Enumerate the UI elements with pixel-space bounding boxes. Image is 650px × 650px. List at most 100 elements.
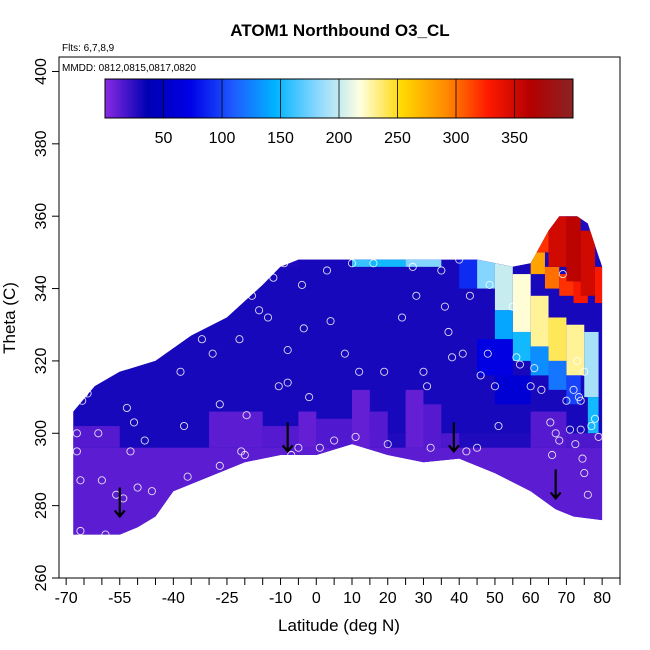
observation-point [580, 469, 589, 478]
observation-point [83, 389, 92, 398]
y-tick-label: 400 [33, 58, 50, 85]
x-axis-label: Latitude (deg N) [278, 616, 400, 635]
observation-point [283, 346, 292, 355]
observation-point [233, 280, 242, 289]
field-cell [352, 252, 370, 267]
observation-point [94, 429, 103, 438]
field-cell [530, 411, 567, 448]
observation-point [183, 472, 192, 481]
observation-point [422, 382, 432, 391]
field-cell [441, 230, 478, 260]
x-tick-label: 30 [415, 590, 433, 607]
observation-point [269, 273, 278, 282]
observation-point [283, 378, 292, 387]
x-axis: -70 -55 -40 -25 -10 0 10 20 30 40 50 60 70 80 [55, 577, 621, 607]
field-cell [73, 266, 299, 448]
observation-point [147, 487, 156, 496]
observation-point [448, 353, 457, 362]
field-cell [477, 227, 495, 253]
observation-point [240, 450, 249, 460]
observation-point [558, 270, 567, 279]
observation-point [462, 447, 471, 456]
field-cell [530, 295, 549, 347]
arrow-head [447, 444, 460, 454]
observation-point [322, 266, 332, 275]
field-cell [405, 237, 442, 267]
observation-point [380, 367, 389, 376]
observation-point [508, 302, 517, 311]
x-tick-label: 60 [522, 590, 540, 607]
observation-point [440, 302, 449, 311]
dates-note: MMDD: 0812,0815,0817,0820 [62, 63, 196, 74]
observation-point [247, 291, 257, 300]
x-tick-label: -55 [108, 590, 131, 607]
field-cell [566, 375, 581, 405]
field-cell [512, 219, 531, 235]
observation-point [369, 259, 378, 268]
field-cell [405, 389, 424, 448]
y-axis-label: Theta (C) [0, 282, 19, 354]
observation-point [590, 414, 600, 423]
observation-point [340, 349, 349, 358]
observation-point [490, 382, 499, 391]
field-cell [530, 252, 545, 275]
observation-point [72, 447, 81, 456]
field-cell [459, 259, 478, 289]
observation-point [235, 335, 244, 344]
field-cell [369, 411, 388, 448]
colorbar-tick-label: 250 [384, 130, 411, 147]
x-tick-label: 20 [379, 590, 397, 607]
field-cell [73, 447, 603, 535]
arrow-head [549, 491, 562, 501]
field-cell [494, 375, 531, 405]
field-cell [512, 331, 531, 361]
observation-point [287, 450, 296, 460]
observation-point [263, 313, 273, 322]
down-arrow [549, 469, 562, 501]
x-tick-label: -40 [162, 590, 185, 607]
y-tick-label: 380 [33, 130, 50, 157]
x-tick-label: 40 [450, 590, 468, 607]
observation-point [465, 291, 474, 300]
chart-title: ATOM1 Northbound O3_CL [230, 21, 449, 40]
observation-point [546, 418, 555, 427]
down-arrow [113, 487, 126, 519]
field-cell [298, 411, 317, 448]
colorbar-tick-label: 350 [501, 130, 528, 147]
observation-point [197, 335, 206, 344]
observation-point [255, 306, 264, 315]
observation-point [383, 440, 392, 449]
down-arrow [281, 422, 294, 454]
arrow-head [113, 509, 126, 519]
observation-point [587, 421, 596, 431]
x-tick-label: -70 [55, 590, 78, 607]
y-tick-label: 260 [33, 565, 50, 592]
observation-points [72, 255, 603, 539]
observation-point [408, 262, 417, 271]
colorbar-tick-label: 100 [209, 130, 236, 147]
observation-point [101, 530, 110, 539]
field-cell [494, 259, 513, 311]
observation-point [299, 324, 308, 333]
observation-point [122, 403, 131, 413]
observation-point [576, 396, 585, 405]
observation-point [526, 382, 535, 391]
y-tick-label: 280 [33, 492, 50, 519]
x-tick-label: 50 [486, 590, 504, 607]
observation-point [562, 396, 571, 405]
field-cell [494, 310, 513, 340]
observation-point [512, 353, 521, 362]
observation-point [476, 371, 485, 380]
observation-point [573, 356, 582, 365]
observation-point [419, 367, 428, 376]
observation-point [437, 266, 446, 275]
field-cell [316, 418, 353, 448]
observation-point [578, 454, 587, 463]
field-cell [594, 266, 603, 304]
observation-point [129, 418, 139, 427]
x-tick-label: 10 [343, 590, 361, 607]
observation-point [569, 385, 578, 394]
observation-point [242, 411, 251, 420]
field-cell [566, 216, 581, 282]
observation-point [176, 367, 185, 376]
